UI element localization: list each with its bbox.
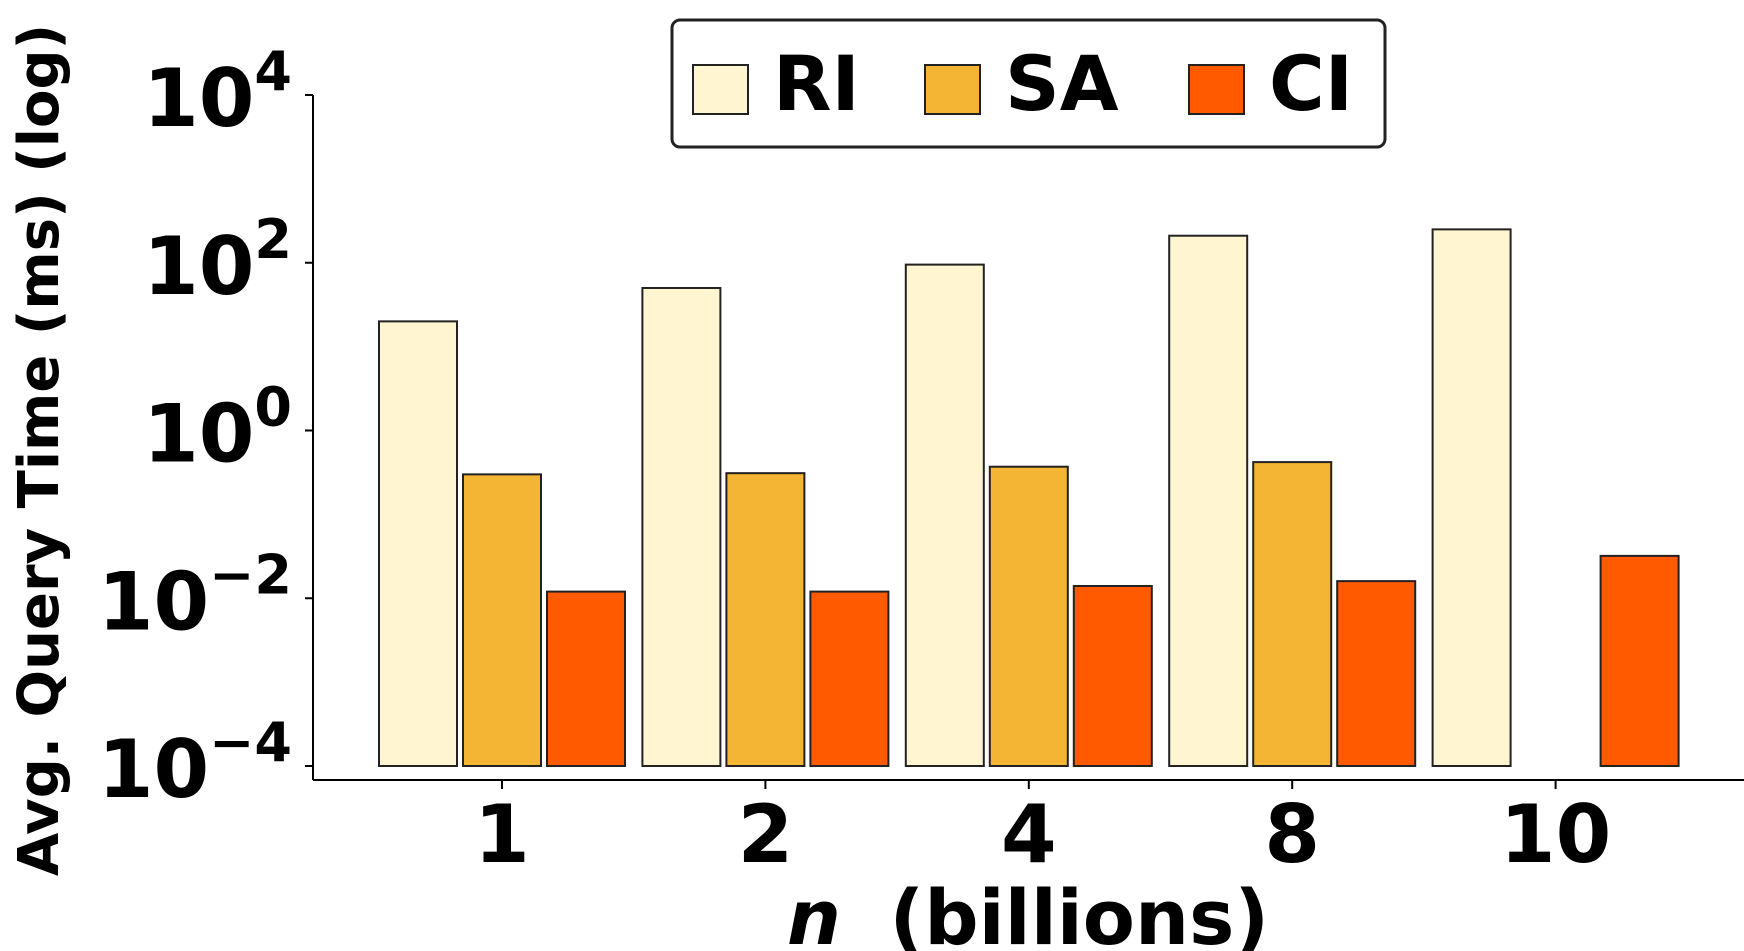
y-tick-label-exponent: 2: [254, 208, 292, 271]
legend-box: [670, 18, 1387, 149]
x-axis-title: n (billions): [787, 873, 1269, 951]
legend-label-ri: RI: [773, 39, 860, 128]
y-tick-label-exponent: 0: [254, 376, 292, 439]
x-tick-label-8: 8: [1264, 788, 1320, 881]
y-tick-label-exponent: −4: [209, 711, 292, 774]
y-tick-label-exponent: 4: [254, 40, 292, 103]
bar-ri-8: [1168, 234, 1249, 767]
y-tick-label-base: 10: [143, 388, 254, 481]
bar-ri-2: [641, 286, 722, 767]
y-tick-label-exponent: −2: [209, 543, 292, 606]
x-ticks: 1 2 4 8 10: [474, 780, 1611, 881]
bar-ci-8: [1336, 580, 1417, 768]
bar-ri-4: [904, 263, 985, 767]
legend-swatch-ci: [1188, 64, 1245, 115]
legend-items: RI SA CI: [692, 39, 1353, 128]
y-tick-label-4: 10−4: [98, 711, 292, 816]
x-tick-label-10: 10: [1500, 788, 1611, 881]
y-tick-label-base: 10: [143, 220, 254, 313]
legend-swatch-ri: [692, 64, 749, 115]
x-axis-title-variable: n: [787, 873, 841, 951]
y-tick-label-base: 10: [143, 52, 254, 145]
bar-sa-4: [988, 465, 1069, 767]
x-axis-title-unit: (billions): [889, 873, 1269, 951]
y-tick-label-3: 10−2: [98, 543, 292, 648]
y-tick-label-0: 104: [143, 40, 292, 145]
y-tick-label-base: 10: [98, 555, 209, 648]
x-tick-label-1: 1: [474, 788, 530, 881]
legend-label-sa: SA: [1005, 39, 1119, 128]
bar-ci-1: [546, 590, 626, 767]
y-tick-label-1: 102: [143, 208, 292, 313]
y-tick-label-2: 100: [143, 376, 292, 481]
bar-ci-4: [1072, 584, 1153, 768]
bar-sa-8: [1252, 461, 1333, 767]
bar-ri-10: [1431, 228, 1512, 767]
legend-swatch-sa: [924, 64, 981, 115]
legend: RI SA CI: [670, 18, 1387, 149]
x-tick-label-2: 2: [738, 788, 794, 881]
bars-layer: [378, 228, 1680, 768]
bar-ri-1: [378, 320, 458, 767]
bar-sa-2: [725, 472, 806, 767]
y-tick-label-base: 10: [98, 723, 209, 816]
x-tick-label-4: 4: [1001, 788, 1057, 881]
bar-ci-10: [1599, 554, 1680, 768]
y-axis-title: Avg. Query Time (ms) (log): [7, 24, 72, 876]
bar-sa-1: [462, 473, 542, 767]
bar-ci-2: [809, 590, 890, 767]
legend-label-ci: CI: [1269, 39, 1353, 128]
